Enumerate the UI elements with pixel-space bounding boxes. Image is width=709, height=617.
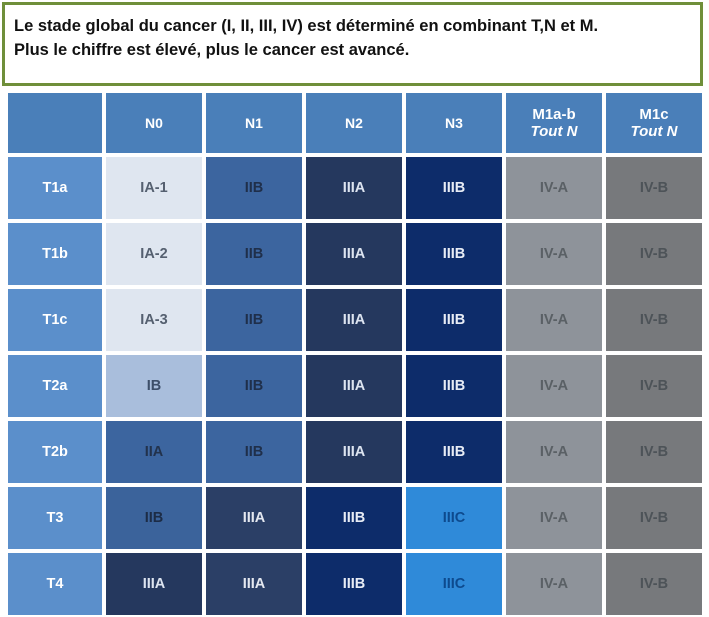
stage-cell: IIIC xyxy=(404,485,504,551)
stage-cell: IIIB xyxy=(404,221,504,287)
table-row: T1a IA-1 IIB IIIA IIIB IV-A IV-B xyxy=(6,155,704,221)
col-header-m1c: M1c Tout N xyxy=(604,91,704,155)
row-header: T4 xyxy=(6,551,104,617)
stage-cell: IV-B xyxy=(604,155,704,221)
corner-cell xyxy=(6,91,104,155)
stage-cell: IIB xyxy=(104,485,204,551)
table-row: T3 IIB IIIA IIIB IIIC IV-A IV-B xyxy=(6,485,704,551)
caption-line-1: Le stade global du cancer (I, II, III, I… xyxy=(14,17,599,35)
col-header-n3: N3 xyxy=(404,91,504,155)
stage-cell: IV-A xyxy=(504,353,604,419)
stage-cell: IV-A xyxy=(504,221,604,287)
stage-cell: IIB xyxy=(204,419,304,485)
stage-cell: IIB xyxy=(204,221,304,287)
stage-cell: IA-1 xyxy=(104,155,204,221)
stage-cell: IA-2 xyxy=(104,221,204,287)
stage-cell: IIIB xyxy=(304,551,404,617)
stage-cell: IIIA xyxy=(304,221,404,287)
stage-cell: IIB xyxy=(204,155,304,221)
stage-cell: IIB xyxy=(204,353,304,419)
stage-cell: IV-A xyxy=(504,551,604,617)
col-header-label: N1 xyxy=(245,115,263,131)
row-header: T1b xyxy=(6,221,104,287)
stage-cell: IV-A xyxy=(504,155,604,221)
stage-cell: IIIA xyxy=(204,485,304,551)
row-header: T2b xyxy=(6,419,104,485)
table-row: T2a IB IIB IIIA IIIB IV-A IV-B xyxy=(6,353,704,419)
stage-cell: IIIA xyxy=(204,551,304,617)
stage-cell: IV-B xyxy=(604,419,704,485)
stage-cell: IV-B xyxy=(604,353,704,419)
stage-cell: IV-A xyxy=(504,419,604,485)
col-header-label: M1a-b xyxy=(532,106,576,123)
col-header-sub: Tout N xyxy=(530,123,578,140)
stage-cell: IIIA xyxy=(304,287,404,353)
stage-cell: IV-B xyxy=(604,551,704,617)
col-header-n2: N2 xyxy=(304,91,404,155)
table-row: T2b IIA IIB IIIA IIIB IV-A IV-B xyxy=(6,419,704,485)
stage-cell: IIIB xyxy=(404,287,504,353)
stage-cell: IV-A xyxy=(504,485,604,551)
caption-box: Le stade global du cancer (I, II, III, I… xyxy=(2,2,703,86)
stage-cell: IV-B xyxy=(604,287,704,353)
stage-cell: IV-B xyxy=(604,221,704,287)
stage-cell: IIIA xyxy=(304,155,404,221)
table-row: T1c IA-3 IIB IIIA IIIB IV-A IV-B xyxy=(6,287,704,353)
stage-cell: IV-B xyxy=(604,485,704,551)
stage-cell: IIIB xyxy=(404,419,504,485)
col-header-label: N2 xyxy=(345,115,363,131)
col-header-label: N3 xyxy=(445,115,463,131)
table-row: T4 IIIA IIIA IIIB IIIC IV-A IV-B xyxy=(6,551,704,617)
stage-cell: IIIC xyxy=(404,551,504,617)
col-header-label: M1c xyxy=(639,106,669,123)
table-row: T1b IA-2 IIB IIIA IIIB IV-A IV-B xyxy=(6,221,704,287)
stage-cell: IIIB xyxy=(304,485,404,551)
header-row: N0 N1 N2 N3 M1a-b Tout N M1c Tout N xyxy=(6,91,704,155)
stage-cell: IA-3 xyxy=(104,287,204,353)
stage-cell: IIB xyxy=(204,287,304,353)
row-header: T1c xyxy=(6,287,104,353)
stage-cell: IIA xyxy=(104,419,204,485)
tnm-stage-table: N0 N1 N2 N3 M1a-b Tout N M1c Tout N T1a I… xyxy=(6,91,704,617)
stage-cell: IIIA xyxy=(104,551,204,617)
col-header-sub: Tout N xyxy=(630,123,678,140)
stage-cell: IIIB xyxy=(404,353,504,419)
col-header-n1: N1 xyxy=(204,91,304,155)
stage-cell: IIIA xyxy=(304,419,404,485)
stage-cell: IIIA xyxy=(304,353,404,419)
stage-cell: IIIB xyxy=(404,155,504,221)
stage-cell: IV-A xyxy=(504,287,604,353)
col-header-m1ab: M1a-b Tout N xyxy=(504,91,604,155)
row-header: T2a xyxy=(6,353,104,419)
row-header: T3 xyxy=(6,485,104,551)
caption-line-2: Plus le chiffre est élevé, plus le cance… xyxy=(14,41,410,59)
col-header-n0: N0 xyxy=(104,91,204,155)
col-header-label: N0 xyxy=(145,115,163,131)
stage-cell: IB xyxy=(104,353,204,419)
row-header: T1a xyxy=(6,155,104,221)
